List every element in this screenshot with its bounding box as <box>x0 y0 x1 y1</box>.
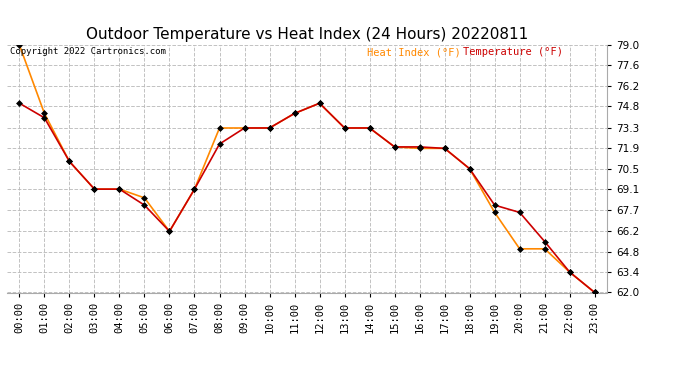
Text: Copyright 2022 Cartronics.com: Copyright 2022 Cartronics.com <box>10 48 166 57</box>
Text: Heat Index (°F): Heat Index (°F) <box>367 48 461 57</box>
Text: Temperature (°F): Temperature (°F) <box>463 48 563 57</box>
Title: Outdoor Temperature vs Heat Index (24 Hours) 20220811: Outdoor Temperature vs Heat Index (24 Ho… <box>86 27 528 42</box>
